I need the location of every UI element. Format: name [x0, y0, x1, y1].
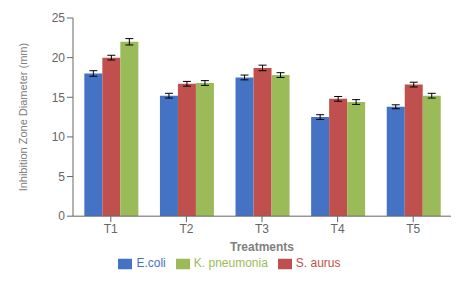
svg-text:15: 15 — [52, 91, 66, 105]
svg-text:10: 10 — [52, 130, 66, 144]
html-text:E.coli: E.coli — [136, 256, 166, 271]
svg-text:Inhibition Zone Diameter (mm): Inhibition Zone Diameter (mm) — [17, 43, 29, 192]
html-text:S. aurus: S. aurus — [295, 256, 341, 271]
svg-text:T1: T1 — [104, 222, 118, 236]
svg-text:0: 0 — [58, 209, 65, 223]
svg-text:20: 20 — [52, 51, 66, 65]
svg-text:T4: T4 — [331, 222, 345, 236]
svg-text:T3: T3 — [255, 222, 269, 236]
svg-text:T2: T2 — [179, 222, 193, 236]
html-text:K. pneumonia: K. pneumonia — [193, 256, 268, 271]
svg-text:Treatments: Treatments — [230, 240, 294, 254]
svg-text:T5: T5 — [406, 222, 420, 236]
svg-text:25: 25 — [52, 11, 66, 25]
svg-text:5: 5 — [58, 170, 65, 184]
